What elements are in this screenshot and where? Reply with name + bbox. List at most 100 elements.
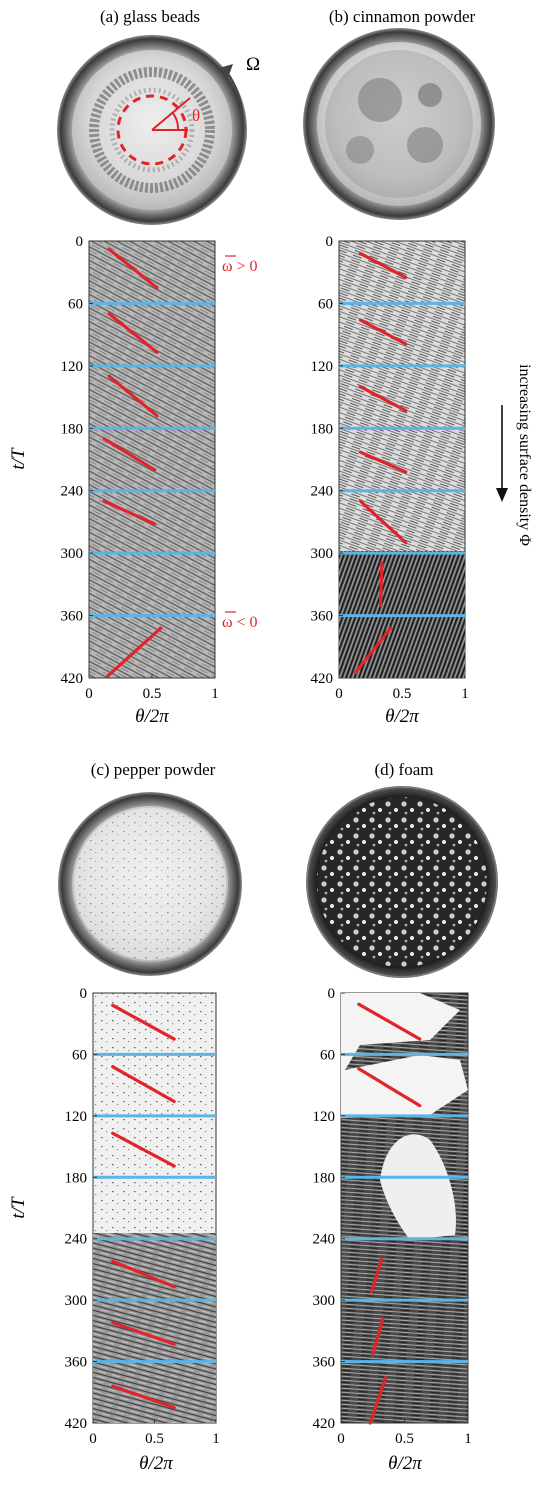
- y-axis-label-c: t/T: [8, 1196, 29, 1219]
- y-axis-d: 0 60 120 180 240 300 360 420: [313, 986, 345, 1432]
- kymograph-white-region-d: [341, 993, 468, 1118]
- y-tick-label: 60: [318, 296, 333, 312]
- y-axis-label-a: t/T: [8, 447, 29, 470]
- dish-photo-c: [58, 792, 242, 976]
- fit-line: [111, 1003, 176, 1041]
- fit-line: [358, 251, 408, 280]
- y-tick-label: 360: [311, 609, 334, 625]
- y-tick-label: 180: [65, 1170, 88, 1186]
- y-tick-label: 0: [328, 986, 336, 1002]
- fit-line: [111, 1065, 176, 1104]
- y-tick-label: 300: [313, 1293, 336, 1309]
- x-tick-label: 1: [461, 686, 469, 702]
- panel-title-b: (b) cinnamon powder: [329, 7, 476, 26]
- y-tick-label: 180: [311, 421, 334, 437]
- fit-line: [353, 626, 393, 675]
- y-tick-label: 0: [80, 986, 88, 1002]
- fit-line: [358, 318, 408, 346]
- y-tick-label: 180: [61, 421, 84, 437]
- kymograph-c: [92, 992, 217, 1424]
- y-tick-label: 120: [65, 1109, 88, 1125]
- y-tick-label: 240: [311, 484, 334, 500]
- x-tick-label: 0: [89, 1431, 97, 1447]
- y-tick-label: 240: [61, 484, 84, 500]
- x-tick-label: 0.5: [143, 686, 162, 702]
- fit-line: [107, 247, 159, 290]
- y-axis-a: 0 60 120 180 240 300 360 420: [61, 234, 93, 687]
- x-tick-label: 0: [335, 686, 343, 702]
- x-tick-label: 1: [464, 1431, 472, 1447]
- y-axis-c: 0 60 120 180 240 300 360 420: [65, 986, 97, 1432]
- y-tick-label: 420: [313, 1416, 336, 1432]
- fit-line: [371, 1316, 385, 1357]
- fit-line: [107, 374, 159, 418]
- y-tick-label: 420: [65, 1416, 88, 1432]
- y-tick-label: 300: [61, 546, 84, 562]
- side-label: increasing surface density Φ: [516, 364, 533, 546]
- fit-line: [358, 499, 408, 545]
- fit-line: [106, 626, 163, 678]
- y-tick-label: 360: [65, 1355, 88, 1371]
- kymograph-dark-region-c: [93, 1233, 216, 1423]
- x-tick-label: 0.5: [395, 1431, 414, 1447]
- annotation-omega-positive: ω > 0: [222, 258, 258, 275]
- y-tick-label: 240: [65, 1232, 88, 1248]
- x-axis-b: 0 0.5 1: [335, 674, 469, 702]
- x-tick-label: 0: [337, 1431, 345, 1447]
- panel-title-d: (d) foam: [374, 760, 433, 779]
- fit-line: [107, 312, 159, 354]
- x-axis-a: 0 0.5 1: [85, 674, 219, 702]
- panel-title-a: (a) glass beads: [100, 7, 200, 26]
- panel-c: (c) pepper powder 060120180240300360420 …: [8, 760, 242, 1474]
- y-tick-label: 60: [72, 1047, 87, 1063]
- fit-line: [111, 1321, 176, 1346]
- rotation-arrow-icon: [226, 71, 245, 163]
- fit-line: [358, 385, 408, 413]
- x-axis-label-d: θ/2π: [388, 1453, 422, 1474]
- fit-line: [369, 1257, 384, 1294]
- y-tick-label: 60: [68, 296, 83, 312]
- kymograph-d: [340, 992, 469, 1425]
- kymograph-white-blob-d: [380, 1134, 456, 1240]
- x-tick-label: 0: [85, 686, 93, 702]
- omega-symbol: Ω: [246, 54, 260, 75]
- kymograph-b: [338, 240, 466, 679]
- kymograph-bg-a: [88, 240, 216, 679]
- panel-a: (a) glass beads θ Ω 0 60 120 180 240 300 360 42…: [8, 7, 260, 727]
- y-axis-b: 0 60 120 180 240 300 360 420: [311, 234, 343, 687]
- kymograph-a: [88, 240, 216, 679]
- y-tick-label: 240: [313, 1232, 336, 1248]
- y-tick-label: 120: [313, 1109, 336, 1125]
- x-tick-label: 1: [211, 686, 219, 702]
- x-tick-label: 1: [212, 1431, 220, 1447]
- y-tick-label: 420: [311, 671, 334, 687]
- x-axis-label-b: θ/2π: [385, 706, 419, 727]
- annotation-omega-negative: ω < 0: [222, 614, 258, 631]
- y-tick-label: 360: [61, 609, 84, 625]
- fit-line: [102, 499, 157, 526]
- y-tick-label: 0: [326, 234, 334, 250]
- dish-photo-d: [306, 786, 498, 978]
- y-tick-label: 360: [313, 1355, 336, 1371]
- panel-title-c: (c) pepper powder: [91, 760, 216, 779]
- y-tick-label: 180: [313, 1170, 336, 1186]
- y-tick-label: 0: [76, 234, 84, 250]
- x-axis-label-a: θ/2π: [135, 706, 169, 727]
- y-tick-label: 60: [320, 1047, 335, 1063]
- fit-line: [111, 1384, 176, 1410]
- x-tick-label: 0.5: [145, 1431, 164, 1447]
- fit-line: [358, 450, 408, 474]
- fit-line: [102, 437, 157, 472]
- dish-photo-b: [303, 28, 495, 220]
- fit-line: [378, 561, 384, 607]
- fit-line: [357, 1067, 422, 1108]
- y-tick-label: 120: [61, 359, 84, 375]
- x-tick-label: 0.5: [393, 686, 412, 702]
- y-tick-label: 120: [311, 359, 334, 375]
- panel-b: (b) cinnamon powder 0 60 120 180 240 300 360 42…: [303, 7, 533, 727]
- x-axis-d: 0 0.5 1: [337, 1419, 472, 1447]
- y-tick-label: 300: [65, 1293, 88, 1309]
- y-tick-label: 300: [311, 546, 334, 562]
